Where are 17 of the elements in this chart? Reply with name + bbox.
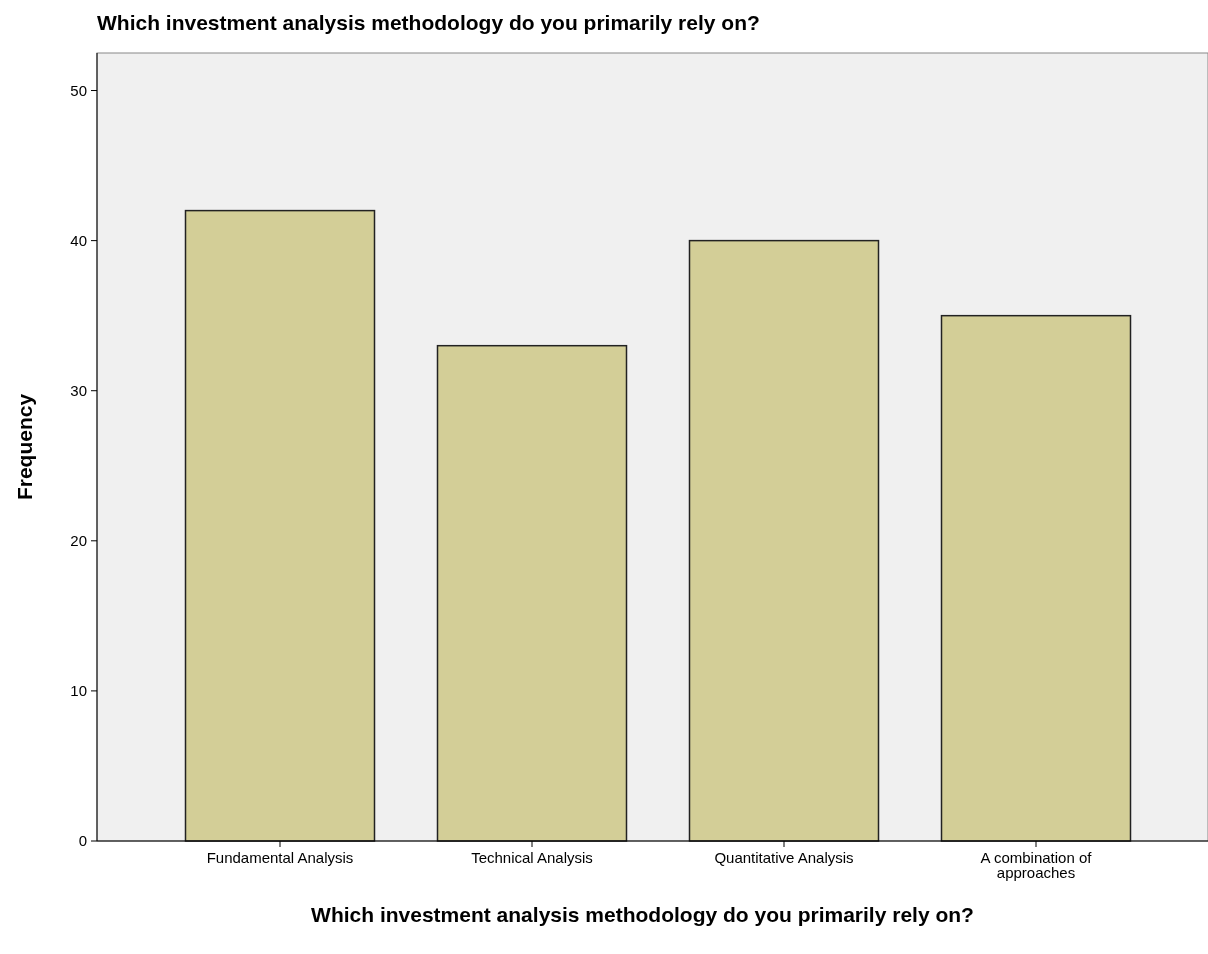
x-axis-title: Which investment analysis methodology do you primarily rely on?: [311, 903, 974, 926]
y-tick-label: 40: [70, 231, 87, 249]
y-tick-label: 0: [78, 832, 87, 850]
bar: [436, 344, 628, 842]
bar: [688, 239, 880, 842]
x-tick-label: Technical Analysis: [471, 849, 593, 866]
y-tick-label: 30: [70, 381, 87, 399]
y-tick-label: 10: [70, 682, 87, 700]
y-tick-label: 50: [70, 81, 87, 99]
bar: [184, 209, 376, 842]
chart-title: Which investment analysis methodology do you primarily rely on?: [97, 11, 760, 34]
bar: [940, 314, 1132, 842]
y-tick-label: 20: [70, 532, 87, 550]
x-tick-label: Fundamental Analysis: [206, 849, 354, 866]
x-tick-label: Quantitative Analysis: [714, 849, 854, 866]
x-tick-label: A combination of approaches: [980, 849, 1093, 881]
y-axis-title: Frequency: [13, 393, 36, 501]
